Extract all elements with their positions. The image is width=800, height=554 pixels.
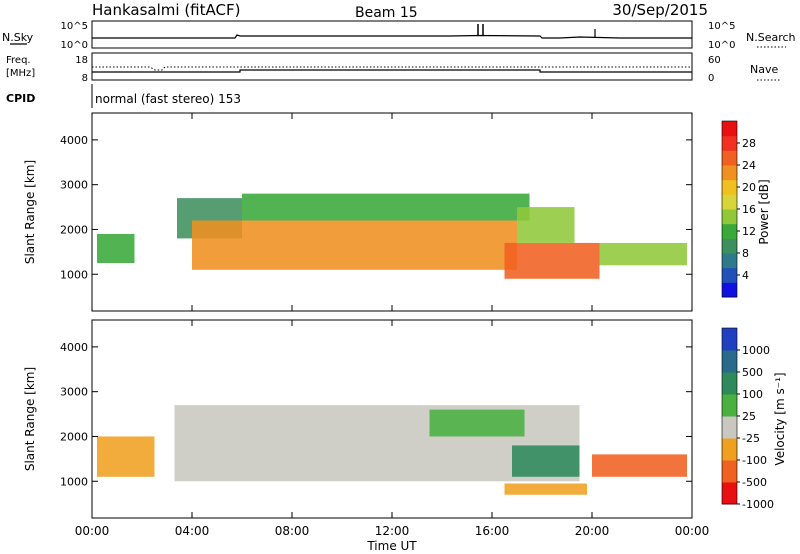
nsearch-label: N.Search bbox=[746, 31, 796, 44]
data-region bbox=[97, 436, 155, 477]
velocity-y-axis: 1000 2000 3000 4000 bbox=[60, 341, 692, 488]
colorbar-segment bbox=[722, 267, 737, 283]
colorbar-tick-label: 100 bbox=[742, 388, 763, 401]
data-region bbox=[517, 207, 575, 243]
beam-label: Beam 15 bbox=[355, 5, 418, 21]
colorbar-segment bbox=[722, 209, 737, 225]
colorbar-tick-label: -500 bbox=[742, 476, 767, 489]
colorbar-tick-label: -100 bbox=[742, 454, 767, 467]
power-colorbar-label: Power [dB] bbox=[757, 179, 771, 244]
data-region bbox=[592, 454, 687, 477]
nsky-panel bbox=[91, 20, 693, 49]
colorbar-tick-label: 16 bbox=[742, 203, 756, 216]
time-x-axis: 00:00 04:00 08:00 12:00 16:00 20:00 00:00 bbox=[75, 113, 710, 538]
velocity-colorbar: 1000 500 100 25 -25 -100 -500 -1000 bbox=[721, 327, 774, 511]
colorbar-segment bbox=[722, 482, 737, 505]
station-title: Hankasalmi (fitACF) bbox=[92, 1, 240, 19]
y-tick-label: 1000 bbox=[60, 475, 88, 488]
nave-tick-bottom: 0 bbox=[708, 73, 714, 84]
colorbar-tick-label: 4 bbox=[742, 269, 749, 282]
colorbar-segment bbox=[722, 282, 737, 298]
data-region bbox=[504, 242, 600, 279]
colorbar-tick-label: -25 bbox=[742, 432, 760, 445]
colorbar-tick-label: 12 bbox=[742, 225, 756, 238]
colorbar-segment bbox=[722, 165, 737, 181]
colorbar-segment bbox=[722, 372, 737, 395]
nave-trace bbox=[92, 66, 692, 71]
x-tick-label: 16:00 bbox=[475, 524, 510, 538]
nsky-tick-bottom: 10^0 bbox=[61, 40, 88, 51]
freq-tick-bottom: 8 bbox=[82, 73, 88, 84]
power-y-label: Slant Range [km] bbox=[23, 160, 37, 264]
nave-tick-top: 60 bbox=[708, 55, 721, 66]
nsky-trace bbox=[92, 34, 692, 39]
data-region bbox=[504, 483, 587, 495]
velocity-colorbar-label: Velocity [m s⁻¹] bbox=[773, 372, 787, 465]
y-tick-label: 2000 bbox=[60, 430, 88, 443]
colorbar-segment bbox=[722, 238, 737, 254]
cpid-text: normal (fast stereo) 153 bbox=[95, 92, 241, 106]
colorbar-tick-label: 500 bbox=[742, 366, 763, 379]
y-tick-label: 3000 bbox=[60, 179, 88, 192]
freq-tick-top: 18 bbox=[75, 55, 88, 66]
x-tick-label: 12:00 bbox=[375, 524, 410, 538]
power-colorbar: 4 8 12 16 20 24 28 bbox=[721, 120, 756, 298]
colorbar-segment bbox=[722, 416, 737, 439]
freq-unit: [MHz] bbox=[6, 68, 35, 79]
colorbar-tick-label: 8 bbox=[742, 247, 749, 260]
x-tick-label: 00:00 bbox=[75, 524, 110, 538]
y-tick-label: 1000 bbox=[60, 268, 88, 281]
colorbar-segment bbox=[722, 223, 737, 239]
y-tick-label: 4000 bbox=[60, 134, 88, 147]
power-data-layer bbox=[97, 193, 687, 279]
velocity-y-label: Slant Range [km] bbox=[23, 367, 37, 471]
y-tick-label: 3000 bbox=[60, 386, 88, 399]
colorbar-segment bbox=[722, 328, 737, 351]
colorbar-segment bbox=[722, 438, 737, 461]
data-region bbox=[429, 409, 525, 437]
nsky-label: N.Sky bbox=[2, 31, 34, 44]
nsearch-tick-top: 10^5 bbox=[708, 21, 735, 32]
data-region bbox=[97, 233, 135, 264]
y-tick-label: 2000 bbox=[60, 223, 88, 236]
colorbar-tick-label: 25 bbox=[742, 410, 756, 423]
freq-label: Freq. bbox=[6, 55, 31, 66]
colorbar-segment bbox=[722, 460, 737, 483]
data-region bbox=[599, 242, 687, 266]
colorbar-tick-label: 24 bbox=[742, 159, 756, 172]
colorbar-tick-label: 28 bbox=[742, 137, 756, 150]
colorbar-segment bbox=[722, 121, 737, 137]
data-region bbox=[242, 193, 530, 221]
freq-trace bbox=[92, 69, 692, 73]
x-tick-label: 08:00 bbox=[275, 524, 310, 538]
colorbar-tick-label: 20 bbox=[742, 181, 756, 194]
x-tick-label: 00:00 bbox=[675, 524, 710, 538]
data-region bbox=[512, 445, 580, 477]
colorbar-segment bbox=[722, 135, 737, 151]
colorbar-segment bbox=[722, 253, 737, 269]
colorbar-tick-label: -1000 bbox=[742, 498, 774, 511]
velocity-data-layer bbox=[97, 405, 687, 495]
x-axis-label: Time UT bbox=[366, 539, 417, 553]
nave-label: Nave bbox=[750, 63, 778, 76]
colorbar-segment bbox=[722, 179, 737, 195]
x-tick-label: 20:00 bbox=[575, 524, 610, 538]
nsky-tick-top: 10^5 bbox=[61, 21, 88, 32]
nsearch-tick-bottom: 10^0 bbox=[708, 40, 735, 51]
data-region bbox=[192, 220, 517, 270]
cpid-label: CPID bbox=[6, 92, 35, 105]
colorbar-segment bbox=[722, 350, 737, 373]
colorbar-segment bbox=[722, 194, 737, 210]
power-y-axis: 1000 2000 3000 4000 bbox=[60, 134, 692, 281]
x-tick-label: 04:00 bbox=[175, 524, 210, 538]
y-tick-label: 4000 bbox=[60, 341, 88, 354]
colorbar-tick-label: 1000 bbox=[742, 344, 770, 357]
date-label: 30/Sep/2015 bbox=[612, 1, 708, 19]
colorbar-segment bbox=[722, 394, 737, 417]
colorbar-segment bbox=[722, 150, 737, 166]
